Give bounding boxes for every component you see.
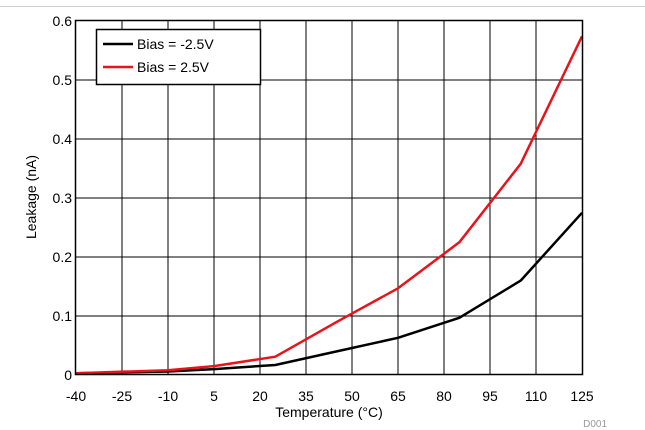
y-tick-label: 0.6 [53, 13, 73, 29]
x-tick-label: 80 [436, 388, 452, 404]
gridlines [76, 21, 582, 375]
y-axis-title: Leakage (nA) [23, 155, 39, 239]
series-line-bias-neg [75, 211, 583, 375]
x-tick-label: -40 [66, 388, 86, 404]
y-tick-label: 0.4 [53, 131, 73, 147]
x-axis-title: Temperature (°C) [275, 404, 383, 420]
y-tick-label: 0.3 [53, 190, 73, 206]
y-tick-label: 0.1 [53, 308, 73, 324]
y-tick-labels: 0 0.1 0.2 0.3 0.4 0.5 0.6 [53, 13, 73, 383]
x-tick-label: 65 [390, 388, 406, 404]
series-lines [75, 35, 584, 375]
legend-box [95, 28, 262, 86]
y-tick-label: 0.5 [53, 72, 73, 88]
footer-code: D001 [583, 419, 607, 430]
legend: Bias = -2.5V Bias = 2.5V [95, 28, 262, 86]
series-line-bias-pos [75, 35, 584, 375]
x-tick-label: -25 [112, 388, 132, 404]
x-tick-label: 125 [570, 388, 594, 404]
x-tick-labels: -40 -25 -10 5 20 35 50 65 80 95 110 125 [66, 388, 594, 404]
legend-label-bias-pos: Bias = 2.5V [137, 59, 210, 75]
y-tick-label: 0.2 [53, 249, 73, 265]
x-tick-label: 95 [482, 388, 498, 404]
x-tick-label: 110 [525, 388, 548, 404]
x-tick-label: -10 [158, 388, 178, 404]
x-tick-label: 35 [298, 388, 314, 404]
legend-label-bias-neg: Bias = -2.5V [137, 36, 214, 52]
y-tick-label: 0 [64, 367, 72, 383]
x-tick-label: 50 [344, 388, 360, 404]
plot-frame [74, 19, 584, 376]
x-tick-label: 20 [252, 388, 268, 404]
x-tick-label: 5 [210, 388, 218, 404]
